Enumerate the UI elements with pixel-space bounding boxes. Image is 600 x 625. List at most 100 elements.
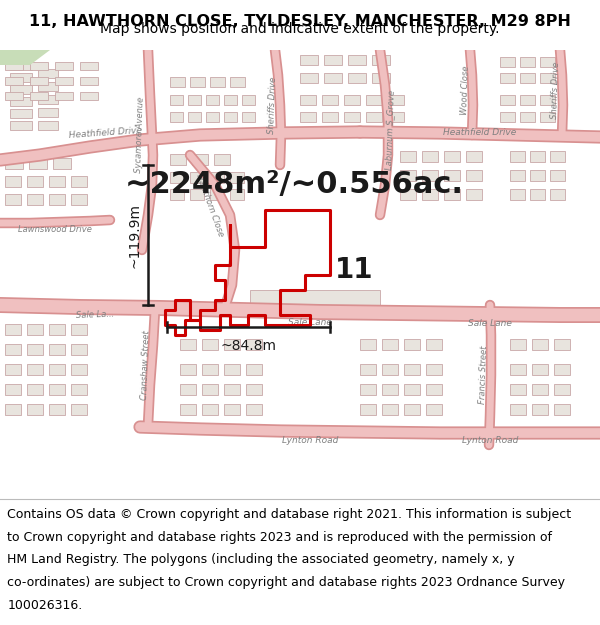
Bar: [55, 62, 73, 70]
Bar: [49, 324, 65, 335]
Bar: [404, 404, 420, 415]
Bar: [360, 384, 376, 395]
Bar: [230, 77, 245, 87]
Text: ~84.8m: ~84.8m: [221, 339, 277, 353]
Bar: [38, 69, 58, 78]
Bar: [404, 384, 420, 395]
Bar: [550, 151, 565, 162]
Bar: [426, 339, 442, 350]
Bar: [400, 151, 416, 162]
Bar: [38, 95, 58, 104]
Bar: [71, 344, 87, 355]
Bar: [27, 364, 43, 375]
Bar: [170, 154, 186, 165]
Bar: [170, 189, 184, 200]
Bar: [300, 55, 318, 65]
Bar: [444, 189, 460, 200]
Bar: [27, 384, 43, 395]
Bar: [27, 344, 43, 355]
Bar: [510, 151, 525, 162]
Bar: [190, 77, 205, 87]
Bar: [190, 172, 204, 183]
Bar: [540, 57, 555, 67]
Bar: [30, 62, 48, 70]
Bar: [202, 364, 218, 375]
Bar: [422, 151, 438, 162]
Text: Sale Lane: Sale Lane: [288, 318, 332, 327]
Bar: [5, 344, 21, 355]
Bar: [360, 404, 376, 415]
Bar: [532, 384, 548, 395]
Bar: [210, 172, 224, 183]
Bar: [71, 176, 87, 187]
Text: ~2248m²/~0.556ac.: ~2248m²/~0.556ac.: [125, 171, 464, 199]
Bar: [29, 158, 47, 169]
Bar: [27, 324, 43, 335]
Bar: [348, 55, 366, 65]
Bar: [214, 154, 230, 165]
Bar: [532, 364, 548, 375]
Bar: [38, 121, 58, 130]
Bar: [540, 95, 555, 105]
Bar: [366, 95, 382, 105]
Bar: [27, 404, 43, 415]
Bar: [348, 73, 366, 83]
Bar: [180, 364, 196, 375]
Bar: [192, 154, 208, 165]
Bar: [466, 189, 482, 200]
Bar: [360, 339, 376, 350]
Bar: [300, 112, 316, 122]
Bar: [322, 95, 338, 105]
Bar: [224, 339, 240, 350]
Bar: [71, 324, 87, 335]
Bar: [49, 384, 65, 395]
Bar: [554, 339, 570, 350]
Bar: [10, 121, 32, 130]
Bar: [206, 112, 219, 122]
Bar: [5, 77, 23, 85]
Bar: [554, 384, 570, 395]
Bar: [5, 194, 21, 205]
Bar: [300, 73, 318, 83]
Bar: [444, 151, 460, 162]
Bar: [382, 339, 398, 350]
Text: Heathfield Drive: Heathfield Drive: [443, 128, 517, 137]
Bar: [38, 82, 58, 91]
Bar: [71, 194, 87, 205]
Bar: [242, 95, 255, 105]
Text: to Crown copyright and database rights 2023 and is reproduced with the permissio: to Crown copyright and database rights 2…: [7, 531, 552, 544]
Text: Lawnswood Drive: Lawnswood Drive: [18, 225, 92, 234]
Bar: [246, 404, 262, 415]
Bar: [5, 364, 21, 375]
Bar: [230, 189, 244, 200]
Bar: [71, 364, 87, 375]
Bar: [540, 73, 555, 83]
Bar: [224, 95, 237, 105]
Bar: [206, 95, 219, 105]
Bar: [372, 73, 390, 83]
Bar: [510, 384, 526, 395]
Bar: [466, 151, 482, 162]
Bar: [55, 92, 73, 100]
Text: Hawthorn Close: Hawthorn Close: [194, 173, 226, 238]
Bar: [55, 77, 73, 85]
Text: Sale Lane: Sale Lane: [468, 319, 512, 328]
Bar: [500, 73, 515, 83]
Text: Lynton Road: Lynton Road: [462, 436, 518, 445]
Bar: [224, 364, 240, 375]
Bar: [180, 404, 196, 415]
Bar: [27, 176, 43, 187]
Polygon shape: [0, 50, 50, 65]
Bar: [532, 339, 548, 350]
Bar: [426, 384, 442, 395]
Text: Cranshaw Street: Cranshaw Street: [140, 330, 151, 400]
Bar: [71, 384, 87, 395]
Bar: [49, 194, 65, 205]
Bar: [10, 109, 32, 118]
Bar: [554, 404, 570, 415]
Bar: [422, 170, 438, 181]
Bar: [202, 384, 218, 395]
Bar: [80, 62, 98, 70]
Bar: [426, 404, 442, 415]
Bar: [388, 112, 404, 122]
